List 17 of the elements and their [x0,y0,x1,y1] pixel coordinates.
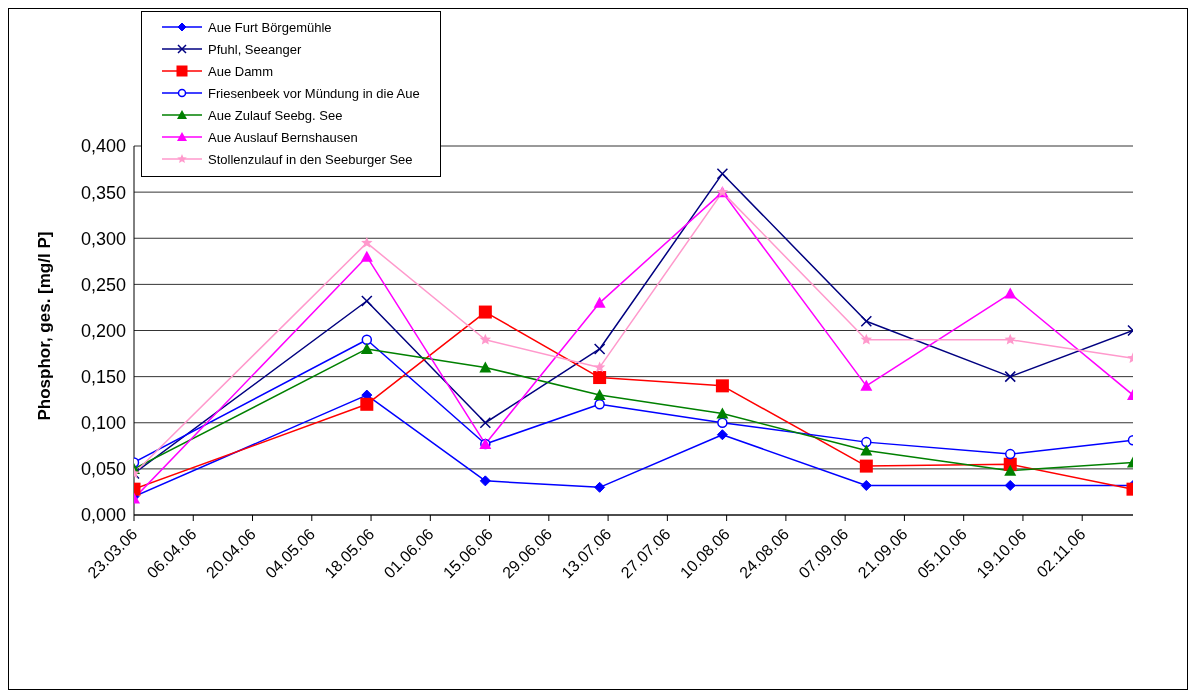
legend-label: Aue Damm [208,63,274,79]
y-axis-title: Phosphor, ges. [mg/l P] [35,231,55,421]
y-tick-label: 0,200 [80,320,126,341]
legend-label: Pfuhl, Seeanger [208,41,302,57]
y-tick-label: 0,150 [80,367,126,388]
y-tick-label: 0,050 [80,459,126,480]
y-tick-label: 0,000 [80,505,126,526]
y-tick-label: 0,250 [80,274,126,295]
legend-label: Aue Auslauf Bernshausen [208,129,358,145]
legend-label: Stollenzulauf in den Seeburger See [208,151,413,167]
legend-label: Aue Furt Börgemühle [208,19,332,35]
y-tick-label: 0,350 [80,182,126,203]
y-tick-label: 0,300 [80,228,126,249]
y-tick-label: 0,100 [80,413,126,434]
y-tick-label: 0,400 [80,136,126,157]
legend-label: Friesenbeek vor Mündung in die Aue [208,85,420,101]
legend-label: Aue Zulauf Seebg. See [208,107,343,123]
